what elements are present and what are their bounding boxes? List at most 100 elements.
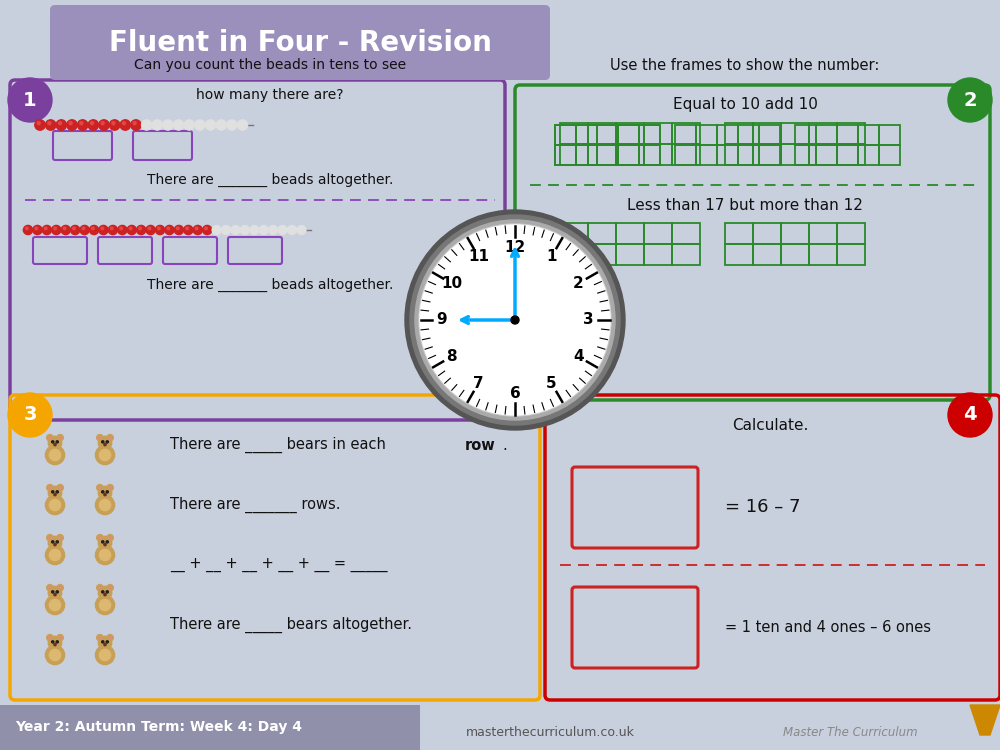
Bar [837, 123, 865, 144]
Circle shape [56, 120, 67, 130]
Bar [696, 125, 717, 145]
Circle shape [511, 316, 519, 324]
Bar [555, 145, 576, 165]
Circle shape [48, 636, 62, 650]
Circle shape [45, 545, 65, 565]
Circle shape [133, 122, 136, 124]
Circle shape [98, 486, 112, 500]
Bar [781, 223, 809, 244]
Circle shape [127, 226, 136, 235]
Circle shape [99, 599, 111, 610]
Circle shape [57, 535, 63, 541]
Circle shape [33, 226, 42, 235]
Circle shape [89, 226, 99, 235]
Circle shape [184, 226, 193, 235]
Circle shape [195, 227, 198, 230]
Circle shape [49, 650, 61, 661]
Circle shape [131, 120, 141, 130]
Circle shape [419, 224, 611, 416]
Circle shape [107, 535, 113, 541]
Circle shape [106, 441, 108, 443]
Bar [725, 223, 753, 244]
Circle shape [88, 120, 98, 130]
Circle shape [102, 441, 104, 443]
Circle shape [278, 226, 287, 235]
Circle shape [54, 443, 56, 446]
Circle shape [415, 220, 615, 420]
Circle shape [45, 596, 65, 614]
Bar [675, 145, 696, 165]
Circle shape [104, 544, 106, 546]
Circle shape [45, 646, 65, 664]
Bar [576, 125, 597, 145]
Text: 4: 4 [963, 406, 977, 424]
Text: 8: 8 [446, 349, 457, 364]
Circle shape [102, 591, 104, 593]
Circle shape [98, 636, 102, 640]
Circle shape [47, 634, 53, 641]
Text: There are _____ bears in each: There are _____ bears in each [170, 437, 390, 453]
Circle shape [98, 536, 102, 540]
Circle shape [57, 434, 63, 441]
Circle shape [163, 120, 173, 130]
Circle shape [48, 536, 62, 550]
Text: 12: 12 [504, 239, 526, 254]
Circle shape [73, 227, 75, 230]
Circle shape [63, 227, 66, 230]
Bar [618, 145, 639, 165]
Circle shape [98, 586, 112, 600]
Bar [555, 145, 576, 165]
Circle shape [25, 227, 28, 230]
Circle shape [57, 584, 63, 591]
Circle shape [52, 640, 54, 643]
Text: masterthecurriculum.co.uk: masterthecurriculum.co.uk [466, 725, 634, 739]
Bar [576, 145, 597, 165]
Bar [616, 223, 644, 244]
Bar [555, 125, 576, 145]
Circle shape [108, 636, 112, 640]
Circle shape [82, 227, 85, 230]
Circle shape [269, 226, 278, 235]
Circle shape [49, 500, 61, 511]
Circle shape [77, 120, 88, 130]
Bar [837, 145, 858, 165]
Circle shape [71, 226, 80, 235]
Circle shape [35, 227, 38, 230]
Circle shape [56, 490, 58, 493]
Polygon shape [970, 705, 1000, 735]
Bar [644, 144, 672, 165]
Circle shape [227, 120, 237, 130]
Circle shape [48, 122, 51, 124]
Circle shape [58, 536, 62, 540]
Bar [725, 123, 753, 144]
Bar [616, 144, 644, 165]
Circle shape [58, 436, 62, 439]
Circle shape [47, 584, 53, 591]
Circle shape [212, 226, 221, 235]
Circle shape [120, 120, 130, 130]
Circle shape [108, 226, 117, 235]
Circle shape [102, 541, 104, 543]
Bar [781, 123, 809, 144]
Circle shape [120, 227, 123, 230]
Bar [576, 145, 597, 165]
Circle shape [48, 636, 52, 640]
Circle shape [405, 210, 625, 430]
Bar [809, 244, 837, 265]
Circle shape [95, 596, 115, 614]
Circle shape [106, 541, 108, 543]
Circle shape [57, 484, 63, 491]
Text: .: . [502, 437, 507, 452]
Circle shape [108, 536, 112, 540]
Circle shape [95, 646, 115, 664]
Circle shape [107, 634, 113, 641]
Circle shape [167, 227, 170, 230]
Circle shape [56, 640, 58, 643]
Text: how many there are?: how many there are? [196, 88, 344, 102]
Circle shape [259, 226, 268, 235]
Circle shape [52, 226, 61, 235]
Circle shape [98, 436, 112, 450]
Circle shape [48, 436, 62, 450]
Circle shape [95, 446, 115, 464]
Text: Calculate.: Calculate. [732, 418, 808, 433]
